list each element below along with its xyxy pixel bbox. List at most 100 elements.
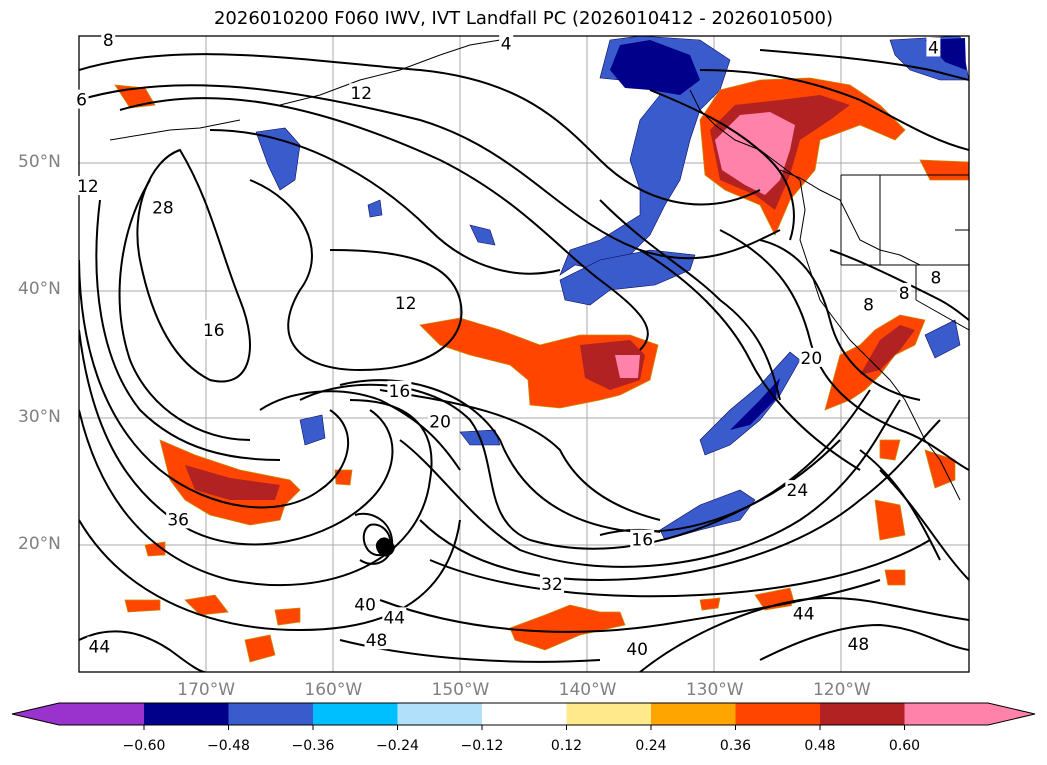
contour-label-background xyxy=(349,83,374,103)
contour-label: 20 xyxy=(429,412,451,432)
contour-label-background xyxy=(428,411,453,431)
colorbar-extension-high xyxy=(904,703,1035,725)
contour-label-background xyxy=(201,319,226,339)
lat-label: 40°N xyxy=(18,279,61,300)
colorbar-segments xyxy=(12,703,1035,730)
lon-label: 130°W xyxy=(685,680,744,700)
contour-label-background xyxy=(166,509,191,529)
colorbar-segment xyxy=(651,703,736,725)
contour-label: 36 xyxy=(167,510,189,530)
contour-label: 12 xyxy=(395,294,417,314)
figure-title: 2026010200 F060 IWV, IVT Landfall PC (20… xyxy=(213,8,834,29)
red-blob-socal-dark xyxy=(860,325,915,375)
contour-label: 24 xyxy=(787,481,809,501)
colorbar-segment xyxy=(566,703,652,725)
contour-label-background xyxy=(499,33,514,53)
contour-label: 40 xyxy=(626,640,648,660)
red-blob-south-1 xyxy=(509,604,626,651)
colorbar-segment xyxy=(735,703,821,725)
red-blob-south-5 xyxy=(244,634,276,663)
contour-label: 20 xyxy=(801,349,823,369)
contour-label: 12 xyxy=(77,177,99,197)
contour-label-background xyxy=(75,176,100,196)
red-blob-small-4 xyxy=(699,597,721,611)
contour-label-background xyxy=(799,347,824,367)
contour-label-background xyxy=(539,574,564,594)
contour-label-background xyxy=(846,634,871,654)
contour-label: 44 xyxy=(383,608,405,628)
contour-label: 8 xyxy=(863,295,874,315)
contour-label-background xyxy=(785,480,810,500)
contour-label-background xyxy=(393,293,418,313)
colorbar-tick-label: −0.12 xyxy=(460,738,504,754)
colorbar-tick-label: 0.24 xyxy=(635,738,667,754)
lon-label: 150°W xyxy=(431,680,490,700)
lat-label: 50°N xyxy=(18,152,61,173)
colorbar-tick-label: 0.60 xyxy=(888,738,921,754)
contour-label: 4 xyxy=(501,35,512,55)
colorbar-outline xyxy=(11,702,1036,726)
contour-label-background xyxy=(150,197,175,217)
colorbar-segment xyxy=(397,703,483,725)
iwv-contours xyxy=(79,49,969,672)
contour-label: 8 xyxy=(899,284,910,304)
lon-label: 160°W xyxy=(304,680,363,700)
blue-blob-band-east-core xyxy=(730,378,780,430)
red-blob-south-7 xyxy=(874,499,906,541)
contour-label: 44 xyxy=(793,604,815,624)
blue-blob-alaska-core xyxy=(610,40,700,95)
map-frame xyxy=(78,35,970,673)
contour-label-background xyxy=(897,282,912,302)
contour-label-background xyxy=(926,37,941,57)
positive-anomaly-regions xyxy=(114,77,969,663)
colorbar-segment xyxy=(820,703,905,725)
lat-label: 20°N xyxy=(18,533,61,554)
contour-label: 8 xyxy=(103,31,114,51)
red-blob-south-6 xyxy=(274,607,301,626)
blue-blob-coast xyxy=(924,319,961,359)
colorbar-tick-label: −0.48 xyxy=(207,738,250,754)
red-blob-central xyxy=(419,317,659,409)
colorbar-tick-label: −0.24 xyxy=(376,738,419,754)
red-blob-south-4 xyxy=(124,599,161,613)
lon-label: 170°W xyxy=(177,680,236,700)
contour-label-background xyxy=(87,636,112,656)
red-blob-south-8 xyxy=(924,449,956,489)
colorbar-extension-low xyxy=(12,703,144,725)
red-blob-small-6 xyxy=(334,469,353,486)
contour-label-background xyxy=(861,294,876,314)
contour-label: 16 xyxy=(631,531,653,551)
colorbar-tick-label: −0.36 xyxy=(291,738,335,754)
blue-blob-small-3 xyxy=(469,224,496,246)
contour-label: 44 xyxy=(89,638,111,658)
colorbar-segment xyxy=(144,703,229,725)
colorbar-tick-label: 0.12 xyxy=(550,738,583,754)
contour-label: 32 xyxy=(541,575,563,595)
contour-label: 48 xyxy=(366,631,388,651)
contour-label: 6 xyxy=(76,91,87,111)
contour-label: 48 xyxy=(848,635,870,655)
coastlines xyxy=(109,39,969,501)
contour-label-background xyxy=(387,380,412,400)
colorbar-segment xyxy=(313,703,398,725)
contour-label-background xyxy=(382,607,407,627)
contour-label-background xyxy=(630,529,655,549)
negative-anomaly-regions xyxy=(255,36,969,541)
colorbar-segment xyxy=(482,703,567,725)
colorbar-segment xyxy=(228,703,314,725)
blue-blob-small-1 xyxy=(299,414,326,446)
colorbar-tick-label: −0.60 xyxy=(122,738,166,754)
red-blob-south-3 xyxy=(184,594,229,616)
blue-blob-small-4 xyxy=(367,199,383,218)
contour-label: 8 xyxy=(931,269,942,289)
contour-label-background xyxy=(928,267,943,287)
contour-label: 40 xyxy=(354,596,376,616)
colorbar-tick-label: 0.36 xyxy=(719,738,752,754)
contour-label-background xyxy=(101,29,116,49)
contour-label-background xyxy=(353,594,378,614)
red-blob-small-3 xyxy=(879,439,901,461)
contour-label-background xyxy=(791,603,816,623)
contour-label: 28 xyxy=(152,199,174,219)
